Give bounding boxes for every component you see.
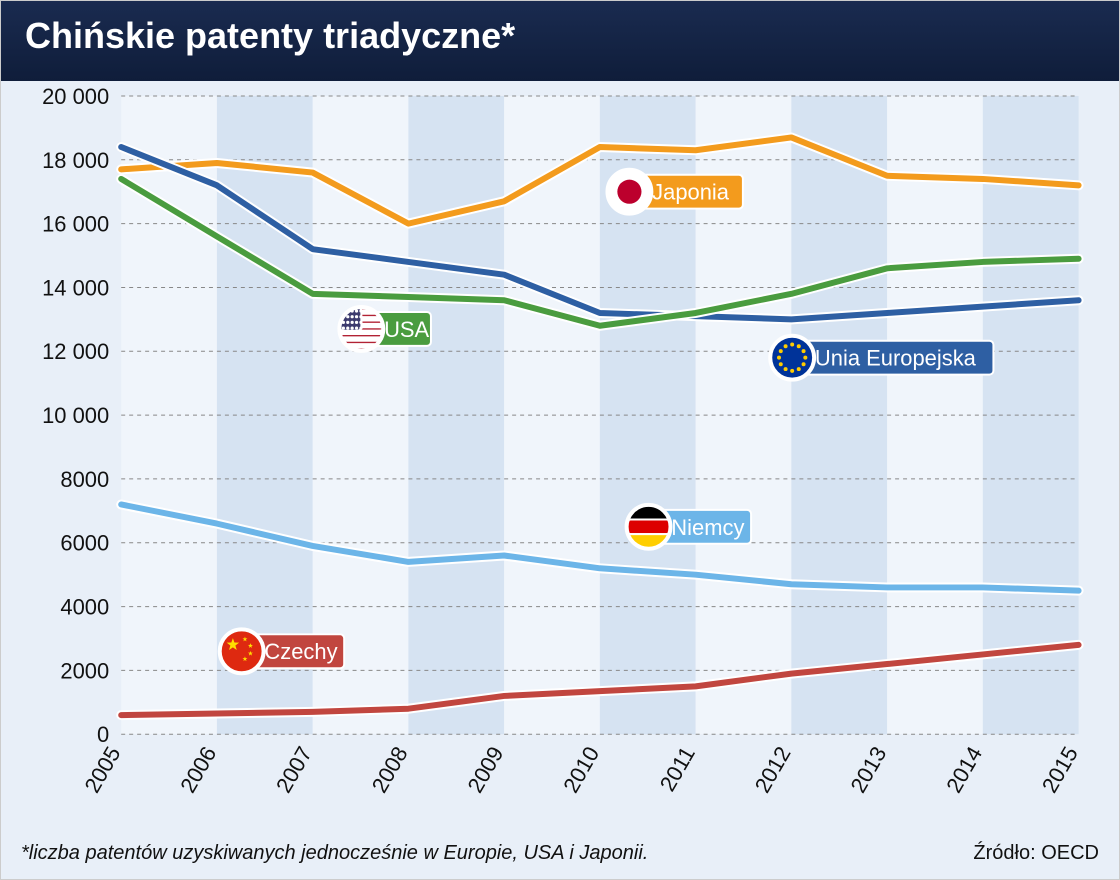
svg-text:2006: 2006	[175, 742, 221, 797]
legend-niemcy: Niemcy	[627, 505, 751, 549]
svg-text:2005: 2005	[79, 742, 125, 797]
svg-text:2015: 2015	[1037, 742, 1083, 797]
chart-svg: 0200040006000800010 00012 00014 00016 00…	[21, 86, 1099, 824]
svg-text:2014: 2014	[941, 742, 987, 797]
svg-text:Czechy: Czechy	[264, 639, 337, 664]
plot-area: 0200040006000800010 00012 00014 00016 00…	[21, 86, 1099, 824]
svg-text:6000: 6000	[60, 531, 109, 556]
legend-unia-europejska: Unia Europejska	[770, 336, 993, 380]
svg-text:2013: 2013	[845, 742, 891, 797]
svg-text:20 000: 20 000	[42, 86, 109, 109]
source-text: Źródło: OECD	[973, 842, 1099, 865]
svg-text:2009: 2009	[462, 742, 508, 797]
svg-text:16 000: 16 000	[42, 212, 109, 237]
svg-text:2012: 2012	[750, 742, 796, 797]
svg-text:4000: 4000	[60, 595, 109, 620]
svg-text:8000: 8000	[60, 467, 109, 492]
svg-text:2011: 2011	[655, 742, 700, 795]
legend-czechy: Czechy	[220, 629, 344, 673]
svg-text:2000: 2000	[60, 658, 109, 683]
legend-japonia: Japonia	[607, 170, 742, 214]
chart-frame: Chińskie patenty triadyczne* 02000400060…	[0, 0, 1120, 880]
footnote-text: *liczba patentów uzyskiwanych jednocześn…	[21, 842, 648, 865]
svg-text:18 000: 18 000	[42, 148, 109, 173]
svg-text:2008: 2008	[367, 742, 413, 797]
svg-text:USA: USA	[384, 317, 429, 342]
svg-text:2007: 2007	[271, 742, 317, 797]
svg-text:14 000: 14 000	[42, 275, 109, 300]
chart-title: Chińskie patenty triadyczne*	[1, 1, 1119, 71]
svg-text:12 000: 12 000	[42, 339, 109, 364]
legend-usa: USA	[339, 307, 431, 351]
svg-text:2010: 2010	[558, 742, 604, 797]
svg-text:10 000: 10 000	[42, 403, 109, 428]
title-bar: Chińskie patenty triadyczne*	[1, 1, 1119, 81]
svg-text:Unia Europejska: Unia Europejska	[815, 346, 977, 371]
svg-text:Niemcy: Niemcy	[671, 515, 744, 540]
svg-text:Japonia: Japonia	[652, 180, 730, 205]
